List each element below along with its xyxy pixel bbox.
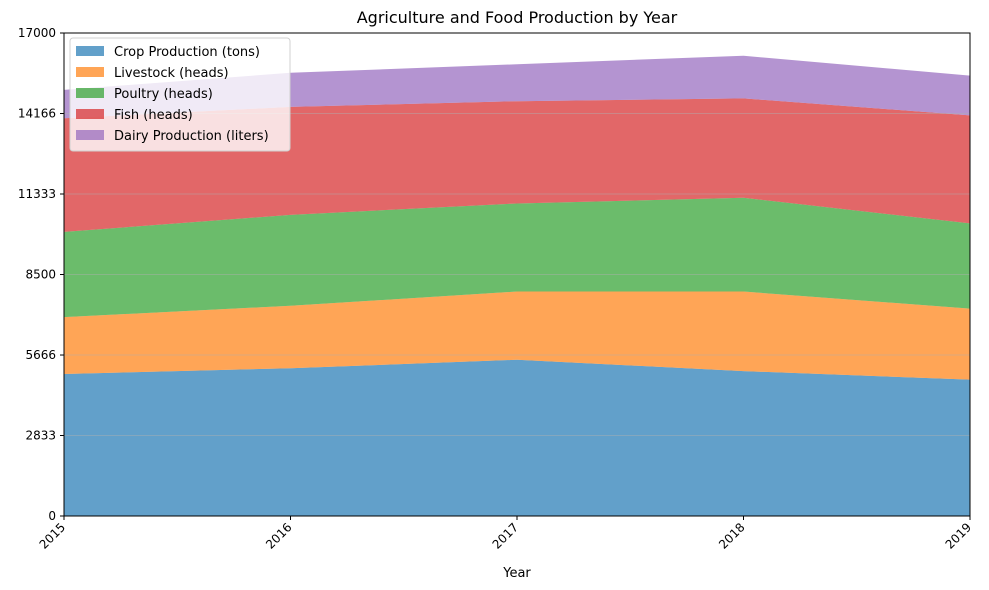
legend-swatch <box>76 88 104 98</box>
x-tick-label: 2019 <box>943 520 974 551</box>
y-tick-label: 11333 <box>18 187 56 201</box>
x-tick-label: 2016 <box>263 520 294 551</box>
x-axis-title: Year <box>502 566 531 581</box>
legend-label: Fish (heads) <box>114 108 193 123</box>
y-tick-label: 5666 <box>25 348 56 362</box>
legend-label: Dairy Production (liters) <box>114 129 269 144</box>
x-tick-label: 2017 <box>490 520 521 551</box>
y-axis: 0 2833 5666 8500 11333 14166 17000 <box>18 26 64 523</box>
area-series-3 <box>64 197 970 318</box>
legend-box <box>69 37 291 152</box>
area-series-2 <box>64 291 970 380</box>
legend-label: Poultry (heads) <box>114 87 213 102</box>
legend-swatch <box>76 109 104 119</box>
x-tick-label: 2018 <box>716 520 747 551</box>
y-tick-label: 0 <box>48 509 56 523</box>
legend-swatch <box>76 46 104 56</box>
legend-label: Livestock (heads) <box>114 66 229 81</box>
legend-swatch <box>76 130 104 140</box>
y-tick-label: 14166 <box>18 107 56 121</box>
y-tick-label: 2833 <box>25 429 56 443</box>
chart-title: Agriculture and Food Production by Year <box>357 8 678 27</box>
x-tick-label: 2015 <box>37 520 68 551</box>
legend: Crop Production (tons) Livestock (heads) P… <box>69 37 291 152</box>
legend-swatch <box>76 67 104 77</box>
area-series-1 <box>64 359 970 516</box>
legend-label: Crop Production (tons) <box>114 45 260 60</box>
y-tick-label: 17000 <box>18 26 56 40</box>
x-axis: 2015 2016 2017 2018 2019 <box>37 516 974 552</box>
y-tick-label: 8500 <box>25 268 56 282</box>
